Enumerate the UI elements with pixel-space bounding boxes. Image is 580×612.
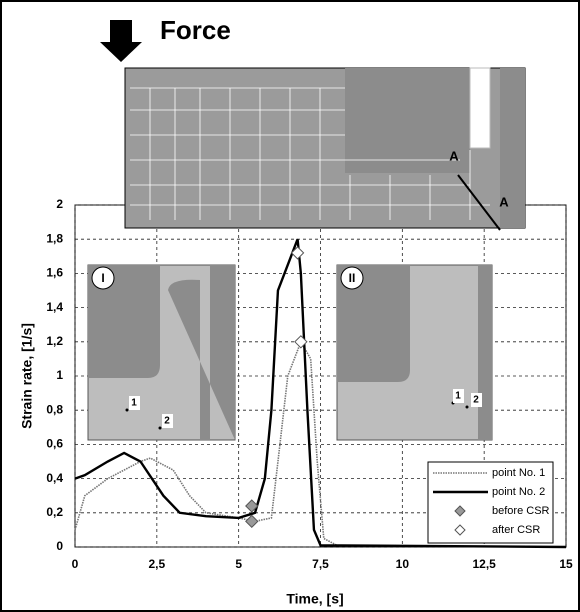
x-tick-label: 15 [559, 557, 573, 571]
marker [246, 515, 258, 527]
x-axis-label: Time, [s] [286, 591, 343, 607]
y-axis-label: Strain rate, [1/s] [19, 323, 35, 429]
mesh-figure [100, 20, 525, 230]
annotation: Force [160, 15, 231, 45]
y-tick-label: 0,6 [46, 437, 63, 451]
annotation: I [101, 271, 104, 285]
legend-label: point No. 1 [492, 467, 545, 479]
legend-label: after CSR [492, 524, 540, 536]
x-tick-label: 0 [72, 557, 79, 571]
y-tick-label: 1,2 [46, 334, 63, 348]
y-tick-label: 1 [56, 368, 63, 382]
x-tick-label: 7,5 [312, 557, 329, 571]
legend-label: point No. 2 [492, 486, 545, 498]
annotation: 1 [131, 398, 137, 409]
y-tick-label: 0,8 [46, 402, 63, 416]
annotation: A [499, 194, 509, 209]
chart: 0 0,2 0,4 0,6 0,8 1 1,2 1,4 1,6 1,8 2 0 2,5 5 7,5 10 12,… [0, 0, 580, 612]
y-tick-label: 0,2 [46, 505, 63, 519]
annotation: 2 [473, 395, 479, 406]
inset-2 [337, 265, 492, 440]
x-tick-label: 5 [235, 557, 242, 571]
x-tick-label: 10 [396, 557, 410, 571]
annotation: 1 [455, 391, 461, 402]
legend-label: before CSR [492, 505, 550, 517]
x-tick-label: 12,5 [472, 557, 496, 571]
annotation: 2 [164, 416, 170, 427]
y-tick-label: 1,6 [46, 266, 63, 280]
inset-1 [88, 265, 235, 440]
page: {"chart_data": {"type": "line", "xlabel"… [0, 0, 580, 612]
annotation: A [449, 148, 459, 163]
y-tick-label: 1,8 [46, 231, 63, 245]
y-tick-label: 1,4 [46, 300, 63, 314]
annotation: II [349, 271, 356, 285]
y-tick-label: 0,4 [46, 471, 63, 485]
x-tick-label: 2,5 [148, 557, 165, 571]
y-tick-label: 0 [56, 539, 63, 553]
y-tick-label: 2 [56, 197, 63, 211]
